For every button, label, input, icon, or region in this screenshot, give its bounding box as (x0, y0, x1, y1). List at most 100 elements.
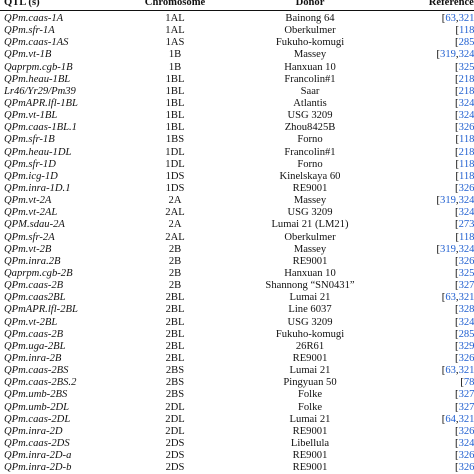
chromosome-cell: 1DL (165, 159, 184, 171)
reference-link[interactable]: 64 (445, 414, 456, 425)
reference-link[interactable]: 273 (459, 219, 474, 230)
reference-cell: [326] (455, 426, 474, 438)
reference-link[interactable]: 324 (459, 49, 474, 60)
reference-cell: [326] (455, 450, 474, 462)
reference-cell: [118] (455, 25, 474, 37)
chromosome-cell: 1BL (166, 110, 185, 122)
reference-cell: [326] (455, 122, 474, 134)
reference-link[interactable]: 118 (459, 134, 474, 145)
qtl-cell: QPm.heau-1BL (4, 74, 70, 86)
donor-cell: Francolin#1 (284, 74, 335, 86)
reference-link[interactable]: 63 (445, 13, 456, 24)
reference-link[interactable]: 326 (459, 122, 474, 133)
reference-link[interactable]: 321 (459, 292, 474, 303)
reference-link[interactable]: 118 (459, 232, 474, 243)
reference-link[interactable]: 63 (445, 365, 456, 376)
reference-link[interactable]: 319 (440, 195, 456, 206)
chromosome-cell: 2B (169, 280, 181, 292)
reference-link[interactable]: 324 (459, 438, 474, 449)
reference-link[interactable]: 218 (459, 147, 474, 158)
chromosome-cell: 2B (169, 256, 181, 268)
reference-link[interactable]: 327 (459, 280, 474, 291)
reference-link[interactable]: 327 (459, 389, 474, 400)
chromosome-cell: 1B (169, 62, 181, 74)
qtl-cell: QPm.icg-1D (4, 171, 58, 183)
donor-cell: Massey (294, 244, 326, 256)
chromosome-cell: 1DS (166, 183, 185, 195)
reference-link[interactable]: 218 (459, 86, 474, 97)
reference-cell: [118] (455, 134, 474, 146)
qtl-cell: QPm.inra-2D-b (4, 462, 71, 474)
reference-link[interactable]: 326 (459, 426, 474, 437)
reference-link[interactable]: 319 (440, 49, 456, 60)
reference-link[interactable]: 118 (459, 25, 474, 36)
qtl-cell: QPm.umb-2BS (4, 389, 67, 401)
reference-link[interactable]: 325 (459, 62, 474, 73)
reference-cell: [78] (460, 377, 474, 389)
reference-link[interactable]: 118 (459, 171, 474, 182)
qtl-cell: QPm.sfr-2A (4, 232, 55, 244)
qtl-cell: QPm.caas-2B (4, 280, 63, 292)
reference-cell: [324] (455, 110, 474, 122)
reference-cell: [218] (455, 74, 474, 86)
qtl-cell: QPm.vt-2B (4, 244, 51, 256)
reference-link[interactable]: 118 (459, 159, 474, 170)
qtl-cell: Qaprpm.cgb-1B (4, 62, 73, 74)
reference-link[interactable]: 285 (459, 329, 474, 340)
reference-cell: [63,321] (442, 292, 474, 304)
qtl-cell: QPmAPR.lfl-1BL (4, 98, 78, 110)
reference-cell: [324] (455, 438, 474, 450)
reference-link[interactable]: 324 (459, 110, 474, 121)
qtl-cell: QPm.caas-2DS (4, 438, 70, 450)
reference-link[interactable]: 326 (459, 450, 474, 461)
reference-link[interactable]: 326 (459, 462, 474, 473)
reference-link[interactable]: 321 (459, 414, 474, 425)
reference-link[interactable]: 324 (459, 207, 474, 218)
donor-cell: Francolin#1 (284, 147, 335, 159)
reference-link[interactable]: 329 (459, 341, 474, 352)
reference-link[interactable]: 325 (459, 268, 474, 279)
reference-link[interactable]: 324 (459, 244, 474, 255)
header-rule (0, 10, 474, 11)
reference-link[interactable]: 324 (459, 98, 474, 109)
donor-cell: 26R61 (296, 341, 324, 353)
reference-link[interactable]: 78 (464, 377, 474, 388)
chromosome-cell: 2AL (165, 207, 184, 219)
reference-link[interactable]: 326 (459, 183, 474, 194)
qtl-cell: QPm.inra-2D (4, 426, 63, 438)
reference-cell: [63,321] (442, 365, 474, 377)
reference-link[interactable]: 63 (445, 292, 456, 303)
donor-cell: Forno (297, 159, 322, 171)
chromosome-cell: 1BS (166, 134, 184, 146)
reference-cell: [327] (455, 389, 474, 401)
reference-link[interactable]: 324 (459, 317, 474, 328)
reference-link[interactable]: 326 (459, 353, 474, 364)
chromosome-cell: 2BL (166, 353, 185, 365)
reference-link[interactable]: 328 (459, 304, 474, 315)
reference-link[interactable]: 218 (459, 74, 474, 85)
reference-link[interactable]: 324 (459, 195, 474, 206)
reference-link[interactable]: 327 (459, 402, 474, 413)
reference-link[interactable]: 321 (459, 365, 474, 376)
chromosome-cell: 1DS (166, 171, 185, 183)
donor-cell: Kinelskaya 60 (280, 171, 341, 183)
reference-link[interactable]: 285 (459, 37, 474, 48)
reference-cell: [326] (455, 256, 474, 268)
qtl-cell: QPm.vt-2AL (4, 207, 57, 219)
qtl-cell: QPm.inra-1D.1 (4, 183, 71, 195)
reference-cell: [273] (455, 219, 474, 231)
reference-link[interactable]: 319 (440, 244, 456, 255)
reference-link[interactable]: 326 (459, 256, 474, 267)
donor-cell: Atlantis (293, 98, 327, 110)
reference-link[interactable]: 321 (459, 13, 474, 24)
qtl-cell: Lr46/Yr29/Pm39 (4, 86, 76, 98)
